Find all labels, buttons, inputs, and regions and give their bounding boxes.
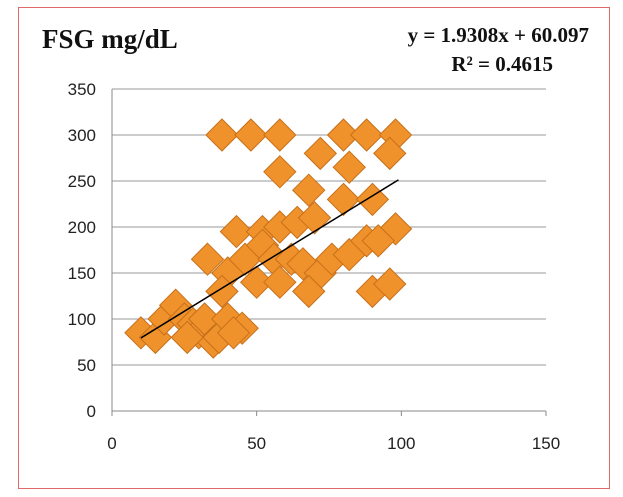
data-point: [239, 265, 274, 299]
data-point: [332, 150, 366, 184]
chart-title: FSG mg/dL: [42, 24, 178, 54]
trendline-equation: y = 1.9308x + 60.097: [407, 23, 589, 47]
y-tick-label: 350: [68, 80, 96, 99]
chart-frame: [18, 7, 610, 489]
x-tick-label: 0: [107, 434, 116, 453]
data-point: [170, 320, 204, 355]
x-tick-label: 50: [247, 434, 266, 453]
data-point: [326, 118, 361, 152]
data-point: [263, 118, 297, 152]
data-point: [373, 267, 407, 301]
data-point: [205, 118, 239, 152]
data-point: [326, 182, 361, 217]
data-point: [373, 136, 407, 171]
y-tick-label: 250: [68, 172, 96, 191]
trendline: [140, 179, 399, 339]
data-point: [263, 265, 297, 299]
x-tick-label: 100: [387, 434, 415, 453]
data-point: [292, 274, 326, 309]
data-point: [263, 155, 297, 189]
data-point: [219, 214, 254, 249]
y-tick-label: 0: [87, 402, 96, 421]
y-tick-label: 50: [77, 356, 96, 375]
trendline-r2: R² = 0.4615: [451, 52, 553, 76]
data-point: [349, 118, 384, 152]
y-tick-label: 200: [68, 218, 96, 237]
x-tick-label: 150: [532, 434, 560, 453]
data-point: [303, 136, 338, 171]
data-point: [361, 224, 395, 258]
data-point: [216, 316, 251, 350]
data-point: [234, 118, 268, 152]
data-point: [190, 242, 225, 276]
data-point: [292, 173, 326, 207]
y-tick-label: 300: [68, 126, 96, 145]
y-tick-label: 150: [68, 264, 96, 283]
y-tick-label: 100: [68, 310, 96, 329]
